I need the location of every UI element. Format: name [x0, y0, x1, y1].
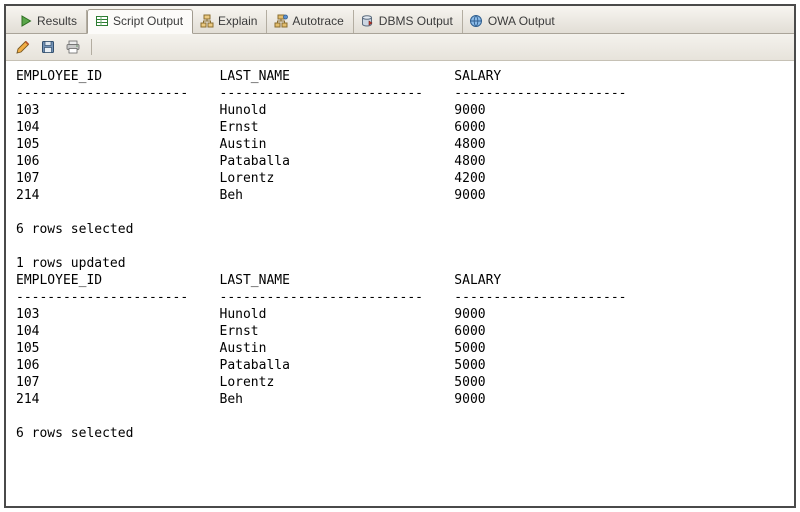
autotrace-icon: [273, 14, 288, 29]
floppy-disk-icon: [40, 39, 56, 55]
tab-explain[interactable]: Explain: [193, 10, 268, 33]
script-output-toolbar: [6, 34, 794, 61]
tab-label: DBMS Output: [378, 14, 453, 28]
script-output-icon: [94, 14, 109, 29]
results-icon: [18, 14, 33, 29]
script-output-view: EMPLOYEE_ID LAST_NAME SALARY -----------…: [6, 61, 794, 506]
owa-output-icon: [469, 14, 484, 29]
tab-dbms-output[interactable]: DBMS Output: [354, 10, 463, 33]
tab-autotrace[interactable]: Autotrace: [267, 10, 354, 33]
printer-icon: [65, 39, 81, 55]
tab-results[interactable]: Results: [12, 10, 88, 33]
tab-label: Script Output: [113, 14, 184, 28]
script-output-panel: Results Script Output: [4, 4, 796, 508]
tab-owa-output[interactable]: OWA Output: [463, 10, 564, 33]
pencil-icon: [15, 39, 31, 55]
print-button[interactable]: [62, 37, 83, 58]
tab-label: Results: [37, 14, 78, 28]
tab-label: OWA Output: [487, 14, 555, 28]
output-tabbar: Results Script Output: [6, 6, 794, 34]
toolbar-separator: [91, 39, 92, 55]
tab-label: Autotrace: [292, 14, 344, 28]
save-button[interactable]: [37, 37, 58, 58]
dbms-output-icon: [360, 14, 375, 29]
explain-icon: [199, 14, 214, 29]
clear-button[interactable]: [12, 37, 33, 58]
script-output-text: EMPLOYEE_ID LAST_NAME SALARY -----------…: [16, 69, 627, 441]
tab-label: Explain: [218, 14, 258, 28]
tab-script-output[interactable]: Script Output: [87, 9, 194, 34]
